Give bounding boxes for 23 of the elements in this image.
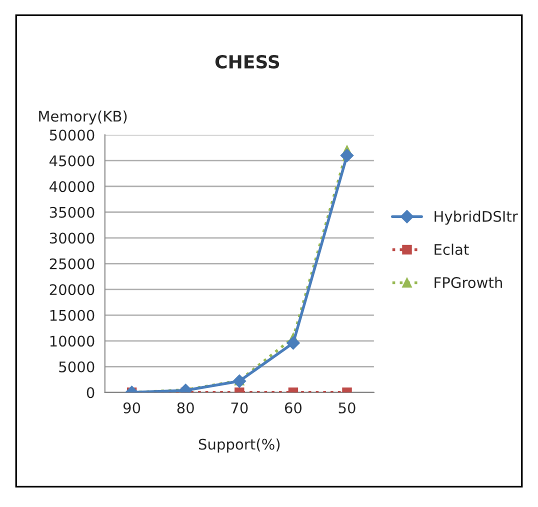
- x-tick-label: 80: [177, 402, 194, 414]
- y-tick-label: 10000: [50, 336, 94, 347]
- x-tick-label: 90: [123, 402, 140, 414]
- x-axis-title: Support(%): [198, 438, 280, 453]
- y-tick-label: 30000: [50, 232, 94, 244]
- y-axis-title: Memory(KB): [39, 110, 127, 125]
- y-tick-label: 45000: [50, 155, 94, 166]
- y-tick-label: 20000: [50, 284, 94, 296]
- y-tick-label: 40000: [50, 181, 94, 192]
- y-tick-label: 0: [86, 387, 94, 398]
- chart-title: CHESS: [215, 54, 280, 69]
- point: [340, 148, 354, 162]
- y-tick-label: 50000: [50, 130, 94, 141]
- y-tick-label: 15000: [50, 310, 94, 321]
- legend-label: FPGrowth: [434, 276, 502, 288]
- x-tick-label: 70: [231, 402, 248, 414]
- y-tick-label: 35000: [50, 206, 94, 218]
- x-tick-label: 60: [284, 402, 302, 414]
- x-tick-label: 50: [338, 402, 356, 414]
- legend-label: Eclat: [434, 244, 469, 255]
- y-tick-label: 25000: [50, 258, 94, 270]
- legend-label: HybridDSItr: [434, 210, 518, 225]
- y-tick-label: 5000: [59, 361, 94, 372]
